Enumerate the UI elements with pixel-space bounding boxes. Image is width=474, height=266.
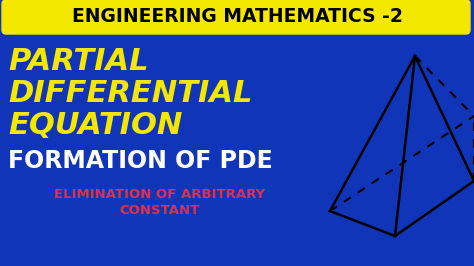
Text: FORMATION OF PDE: FORMATION OF PDE xyxy=(8,149,273,173)
Text: PARTIAL: PARTIAL xyxy=(8,47,148,76)
Text: DIFFERENTIAL: DIFFERENTIAL xyxy=(8,78,252,107)
Text: ELIMINATION OF ARBITRARY: ELIMINATION OF ARBITRARY xyxy=(55,188,265,201)
Text: ENGINEERING MATHEMATICS -2: ENGINEERING MATHEMATICS -2 xyxy=(72,7,402,27)
FancyBboxPatch shape xyxy=(2,0,470,34)
Text: EQUATION: EQUATION xyxy=(8,110,182,139)
Text: CONSTANT: CONSTANT xyxy=(120,203,200,217)
